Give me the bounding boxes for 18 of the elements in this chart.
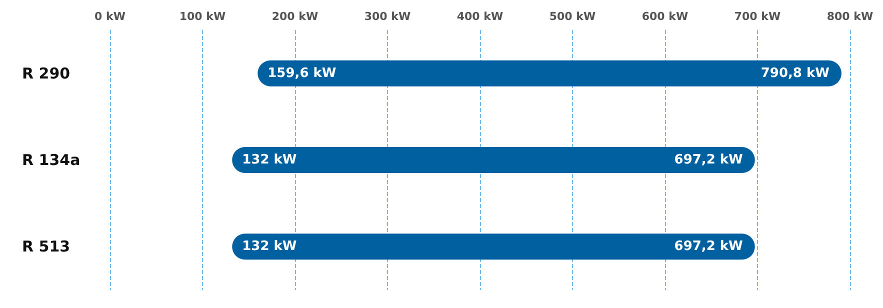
x-tick-label: 500 kW	[549, 10, 596, 23]
x-tick-label: 800 kW	[826, 10, 874, 23]
x-tick-label: 600 kW	[642, 10, 688, 23]
annotation: 697,2 kW	[674, 239, 743, 254]
annotation: 132 kW	[242, 152, 297, 168]
x-tick-label: 300 kW	[364, 10, 411, 23]
annotation: 790,8 kW	[760, 66, 830, 81]
x-tick-label: 200 kW	[272, 10, 318, 23]
x-tick-label: 100 kW	[179, 10, 226, 23]
y-tick-label: R 513	[22, 238, 70, 256]
y-tick-label: R 290	[22, 64, 70, 82]
annotation: 159,6 kW	[268, 66, 336, 81]
x-tick-label: 0 kW	[94, 10, 126, 23]
y-tick-label: R 134a	[22, 151, 80, 169]
x-tick-label: 700 kW	[734, 10, 781, 23]
annotation: 132 kW	[242, 239, 297, 254]
annotation: 697,2 kW	[674, 152, 743, 168]
x-tick-label: 400 kW	[456, 10, 504, 23]
